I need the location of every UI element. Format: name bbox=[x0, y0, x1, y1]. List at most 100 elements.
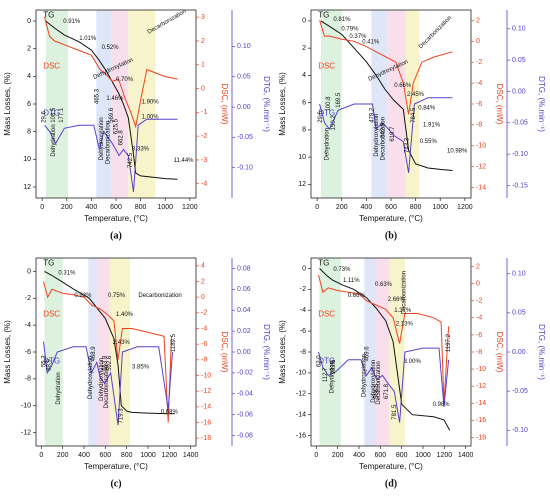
series-line bbox=[44, 118, 178, 192]
y-tick-label: -6 bbox=[25, 349, 31, 356]
y2-tick-label: 2 bbox=[201, 38, 205, 45]
annotation: Dehydration bbox=[329, 361, 335, 393]
annotation: 29.6 bbox=[42, 110, 48, 122]
series-line bbox=[318, 347, 450, 423]
series-label: DTG bbox=[318, 357, 335, 366]
y2-tick-label: -16 bbox=[476, 417, 486, 424]
annotation: 592.6 bbox=[107, 355, 113, 371]
y-tick-label: -14 bbox=[296, 412, 306, 419]
y-tick-label: -4 bbox=[25, 322, 31, 329]
y2-tick-label: -4 bbox=[476, 315, 482, 322]
annotation: Dehydroxylation bbox=[371, 360, 377, 403]
y3-axis-title: DTG, (%.min⁻¹) bbox=[537, 76, 546, 132]
annotation: Dehydration bbox=[51, 124, 57, 156]
annotation: Dehydroxylation bbox=[361, 354, 367, 397]
annotation: Dehydration bbox=[56, 372, 62, 404]
region bbox=[375, 258, 389, 446]
y-tick-label: -16 bbox=[296, 432, 306, 439]
y3-tick-label: 0.05 bbox=[512, 57, 526, 64]
y3-tick-label: 0.08 bbox=[237, 265, 251, 272]
annotation: 1.91% bbox=[423, 122, 441, 128]
y-tick-label: 0 bbox=[302, 265, 306, 272]
y2-tick-label: -18 bbox=[201, 435, 211, 442]
annotation: 62.0 bbox=[317, 355, 323, 367]
y-tick-label: -12 bbox=[21, 429, 31, 436]
annotation: 566.5 bbox=[374, 383, 380, 399]
y3-tick-label: -0.10 bbox=[512, 427, 528, 434]
annotation: 88.9 bbox=[46, 358, 52, 370]
y3-tick-label: -0.10 bbox=[512, 151, 528, 158]
y3-tick-label: 0.04 bbox=[237, 307, 251, 314]
x-tick-label: 1200 bbox=[437, 452, 453, 459]
y-tick-label: -10 bbox=[21, 403, 31, 410]
y2-tick-label: -14 bbox=[476, 400, 486, 407]
annotation: 553.8 bbox=[102, 355, 108, 371]
annotation: 569.6 bbox=[109, 107, 115, 123]
x-tick-label: 1400 bbox=[458, 452, 474, 459]
annotation: Dehydroxylation bbox=[99, 117, 105, 160]
annotation: 0.84% bbox=[418, 105, 436, 111]
y3-tick-label: -0.08 bbox=[237, 432, 253, 439]
annotation: 1.37% bbox=[394, 308, 412, 314]
region bbox=[45, 10, 68, 198]
y2-tick-label: -8 bbox=[476, 349, 482, 356]
annotation: 671.8 bbox=[384, 383, 390, 399]
y3-tick-label: 0.00 bbox=[237, 349, 251, 356]
series-label: DSC bbox=[43, 62, 60, 71]
x-axis-title: Temperature, (°C) bbox=[84, 214, 148, 223]
annotation: 0.75% bbox=[108, 293, 126, 299]
x-tick-label: 800 bbox=[396, 452, 408, 459]
y3-tick-label: -0.05 bbox=[512, 388, 528, 395]
annotation: 0.98% bbox=[433, 402, 451, 408]
y-tick-label: 10 bbox=[298, 154, 306, 161]
annotation: Dehydration bbox=[325, 128, 331, 160]
panel-label: (d) bbox=[385, 478, 397, 489]
y2-tick-label: 4 bbox=[201, 263, 205, 270]
series-line bbox=[319, 20, 453, 115]
y-axis-title: Mass Losses, (%) bbox=[278, 72, 287, 136]
region bbox=[371, 10, 388, 198]
annotation: 112.7 bbox=[323, 367, 329, 382]
x-tick-label: 0 bbox=[39, 452, 43, 459]
annotation: 0.66% bbox=[348, 293, 366, 299]
y3-tick-label: 0.05 bbox=[512, 310, 526, 317]
annotation: Decarbonization bbox=[106, 121, 112, 164]
annotation: 3.33% bbox=[132, 147, 150, 153]
annotation: 0.73% bbox=[333, 267, 351, 273]
y-tick-label: -8 bbox=[25, 376, 31, 383]
y2-tick-label: -1 bbox=[201, 109, 207, 116]
y-tick-label: 2 bbox=[27, 46, 31, 53]
region bbox=[111, 10, 129, 198]
series-label: DSC bbox=[43, 310, 60, 319]
panel: 0 200 400 600 800 1000 1200 0 2 4 6 8 10 12 2 0 -2 -4 -6 -8… bbox=[278, 9, 546, 241]
x-tick-label: 1200 bbox=[457, 204, 473, 211]
annotation: 1.01% bbox=[79, 36, 97, 42]
annotation: 183.6 bbox=[331, 359, 337, 375]
annotation: 3.85% bbox=[132, 365, 150, 371]
y3-axis-title: DTG, (%.min⁻¹) bbox=[262, 324, 271, 380]
y2-tick-label: -3 bbox=[201, 157, 207, 164]
y-tick-label: 8 bbox=[27, 128, 31, 135]
y3-tick-label: -0.10 bbox=[237, 165, 253, 172]
y2-tick-label: -2 bbox=[476, 298, 482, 305]
y-tick-label: 0 bbox=[27, 18, 31, 25]
annotation: 0.81% bbox=[333, 17, 351, 23]
series-line bbox=[44, 270, 175, 415]
x-axis-title: Temperature, (°C) bbox=[359, 462, 423, 471]
region bbox=[364, 258, 375, 446]
x-tick-label: 600 bbox=[374, 452, 386, 459]
x-tick-label: 0 bbox=[314, 452, 318, 459]
region bbox=[128, 10, 156, 198]
annotation: 719.3 bbox=[118, 408, 124, 424]
y3-tick-label: 0.00 bbox=[512, 349, 526, 356]
annotation: 468.9 bbox=[91, 346, 97, 362]
x-tick-label: 200 bbox=[57, 452, 69, 459]
y2-tick-label: 2 bbox=[201, 278, 205, 285]
annotation: 169.5 bbox=[336, 92, 342, 108]
annotation: 0.79% bbox=[341, 26, 359, 32]
series-label: TG bbox=[318, 259, 329, 268]
y3-tick-label: 0.06 bbox=[237, 286, 251, 293]
series-label: DTG bbox=[43, 357, 60, 366]
annotation: 479.2 bbox=[369, 107, 375, 123]
series-label: DSC bbox=[318, 62, 335, 71]
